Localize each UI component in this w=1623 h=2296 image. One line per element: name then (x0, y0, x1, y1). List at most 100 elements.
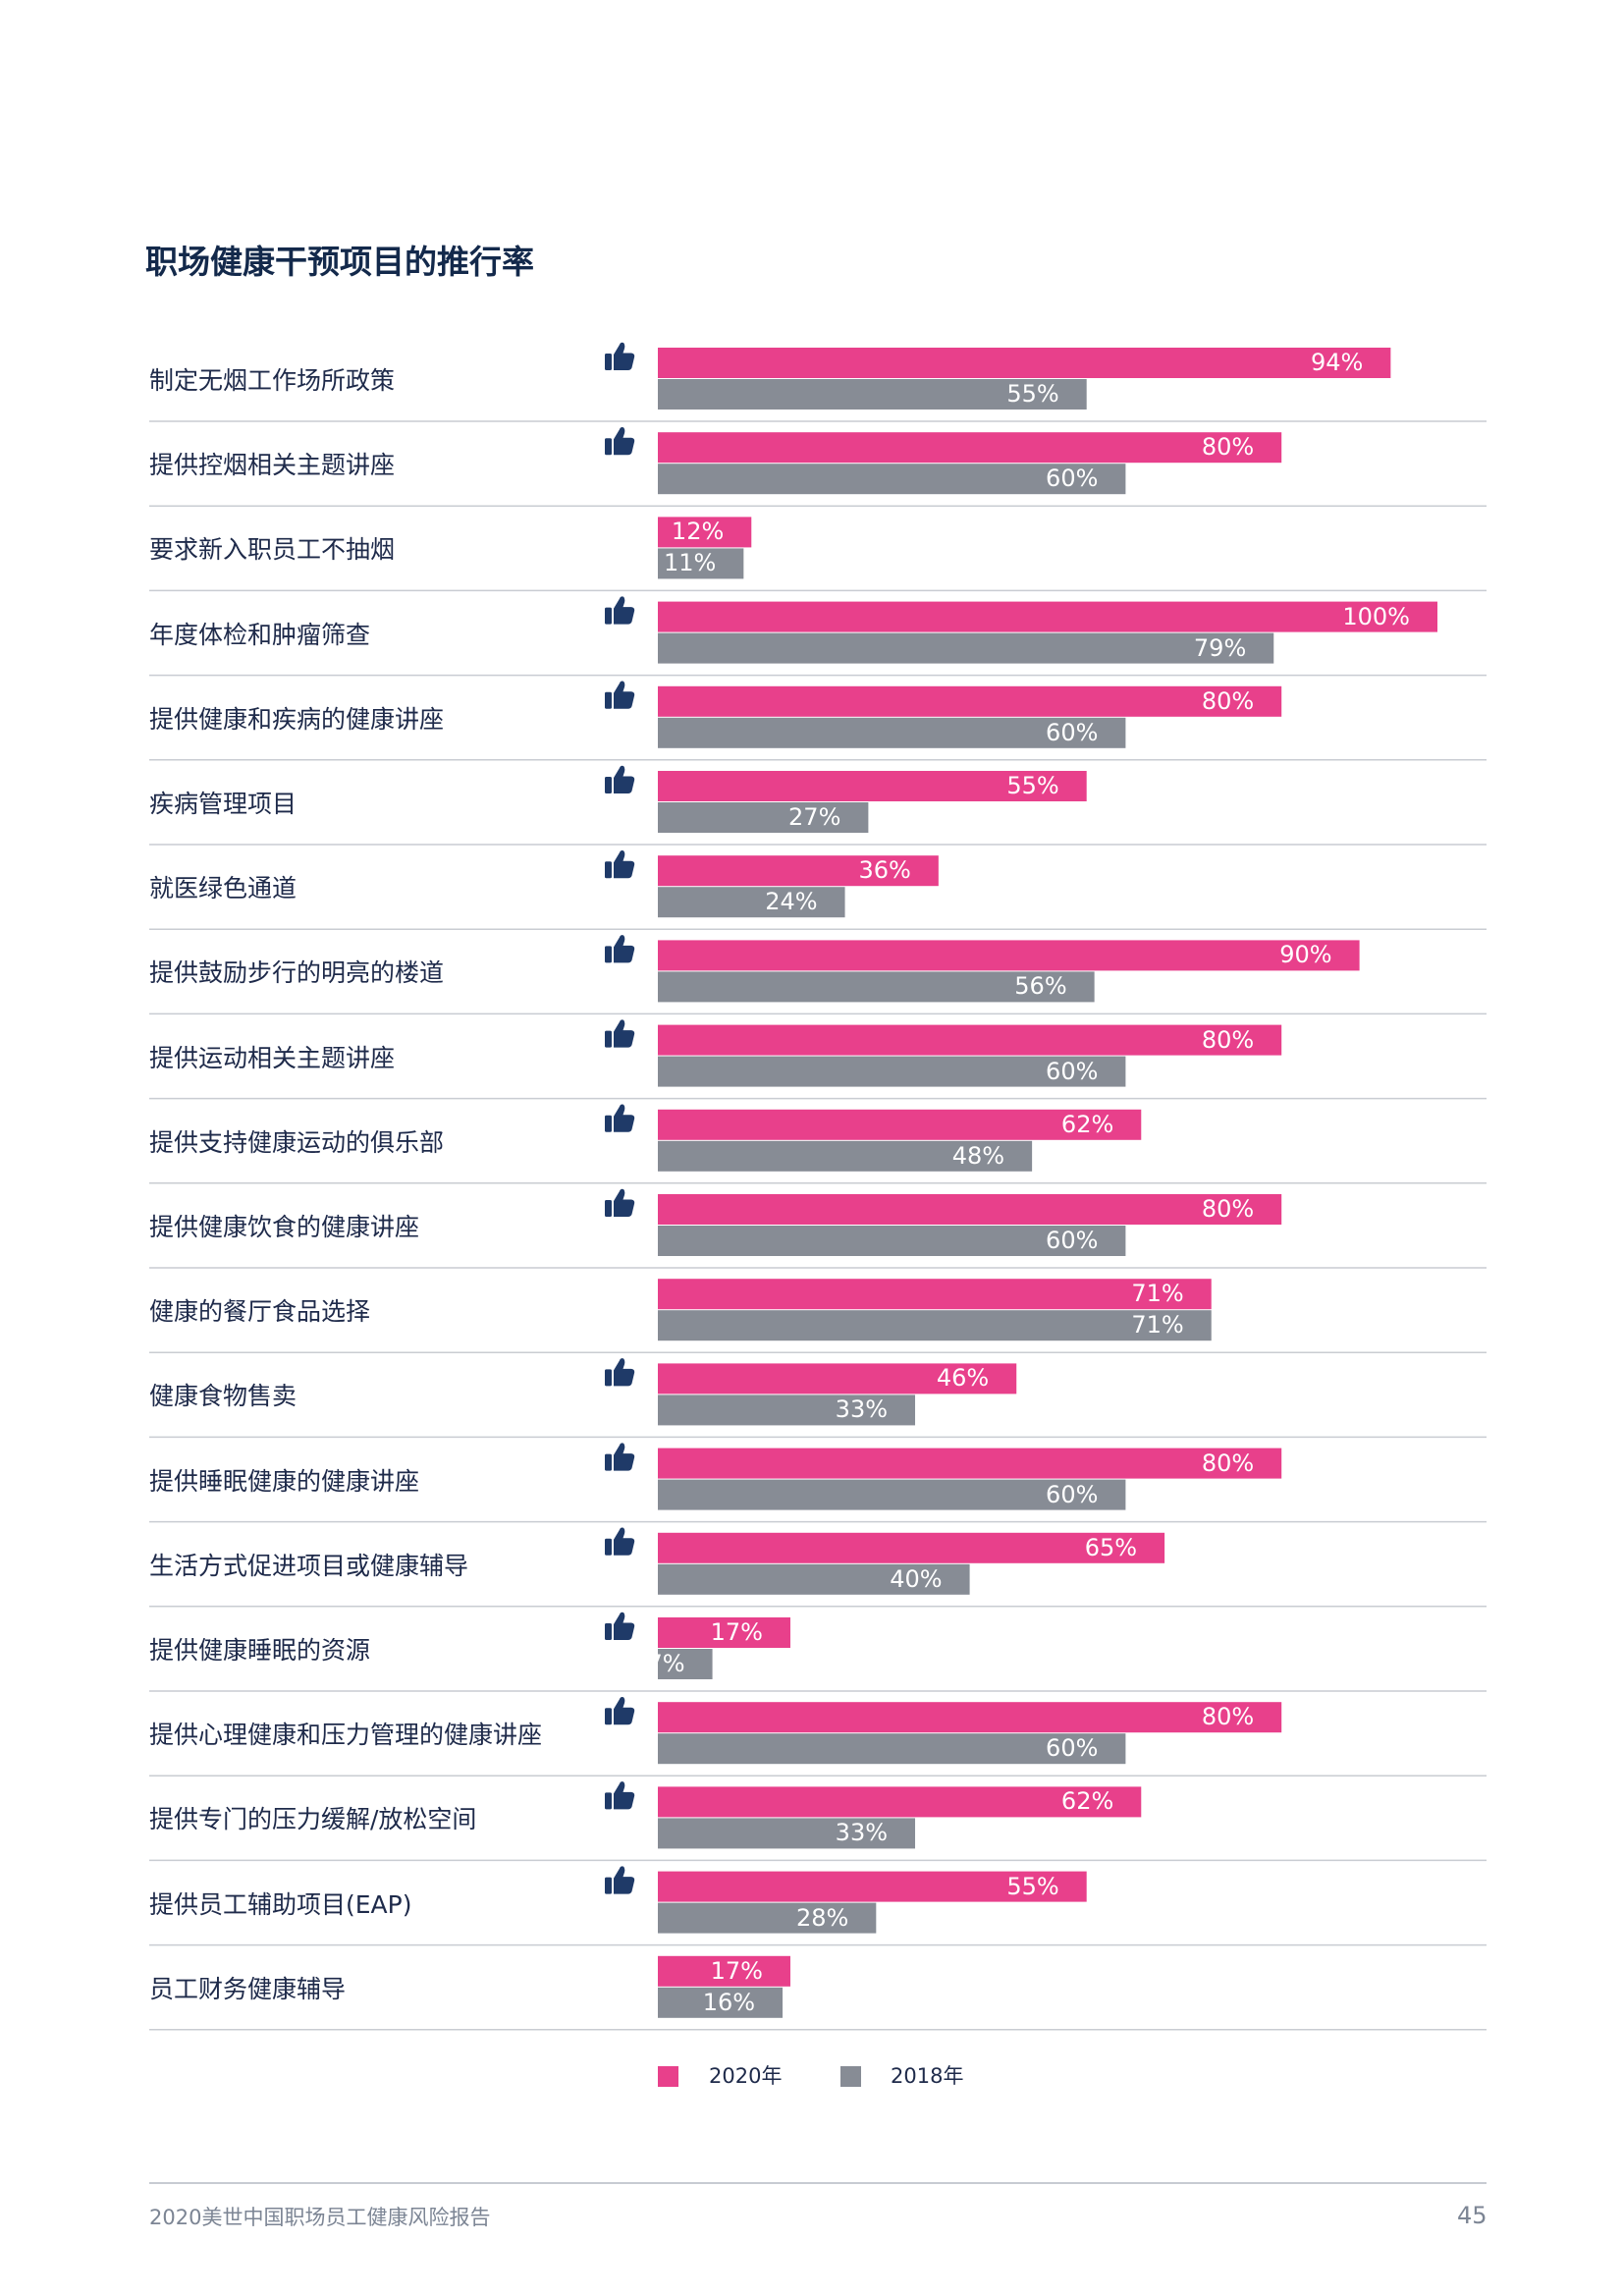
thumbs-up-icon (605, 426, 635, 456)
thumbs-up-icon (605, 1019, 635, 1048)
category-label: 提供健康饮食的健康讲座 (149, 1213, 420, 1241)
bar-2020 (658, 771, 1087, 801)
value-label-2018: 60% (1046, 718, 1099, 746)
value-label-2018: 27% (788, 803, 841, 831)
footer-divider (149, 2182, 1487, 2184)
bar-2018 (658, 971, 1095, 1003)
category-label: 提供健康和疾病的健康讲座 (149, 704, 445, 734)
chart-title: 职场健康干预项目的推行率 (145, 243, 534, 281)
category-label: 提供控烟相关主题讲座 (149, 451, 396, 480)
bar-2018 (658, 1649, 713, 1679)
bar-2018 (658, 379, 1087, 410)
value-label-2020: 80% (1201, 686, 1255, 715)
legend-swatch-2018 (840, 2066, 861, 2087)
value-label-2020: 100% (1342, 602, 1410, 630)
thumbs-up-icon (605, 1188, 635, 1217)
bar-2020 (658, 940, 1360, 971)
bar-2018 (658, 1056, 1126, 1087)
thumbs-up-icon (605, 1781, 635, 1810)
category-label: 提供运动相关主题讲座 (149, 1043, 396, 1072)
value-label-2018: 11% (663, 549, 717, 577)
bar-2020 (658, 1702, 1282, 1733)
value-label-2018: 60% (1046, 465, 1099, 493)
category-label: 提供鼓励步行的明亮的楼道 (149, 958, 445, 988)
bar-2020 (658, 1617, 790, 1648)
category-label: 年度体检和肿瘤筛查 (149, 620, 371, 649)
category-label: 健康的餐厅食品选择 (149, 1297, 371, 1327)
bar-2020 (658, 1109, 1142, 1140)
category-label: 生活方式促进项目或健康辅导 (149, 1551, 469, 1580)
thumbs-up-icon (605, 1358, 635, 1387)
category-label: 就医绿色通道 (149, 874, 298, 903)
value-label-2020: 80% (1201, 1025, 1255, 1054)
value-label-2018: 60% (1046, 1734, 1099, 1763)
page-number: 45 (1457, 2202, 1488, 2229)
value-label-2020: 17% (710, 1956, 763, 1985)
value-label-2020: 94% (1311, 349, 1364, 376)
value-label-2020: 55% (1006, 772, 1059, 799)
bar-2018 (658, 1140, 1033, 1172)
value-label-2020: 65% (1084, 1533, 1138, 1561)
value-label-2020: 71% (1131, 1280, 1184, 1308)
bar-2018 (658, 464, 1126, 495)
category-label: 疾病管理项目 (149, 790, 298, 818)
bar-2018 (658, 1818, 916, 1849)
category-label: 提供睡眠健康的健康讲座 (149, 1466, 420, 1496)
legend-label-2018: 2018年 (891, 2064, 964, 2088)
thumbs-up-icon (605, 1612, 635, 1640)
value-label-2020: 80% (1201, 1195, 1255, 1223)
bar-2018 (658, 548, 744, 579)
bar-2018 (658, 1394, 916, 1426)
value-label-2018: 24% (765, 888, 818, 916)
bar-2020 (658, 1363, 1017, 1394)
value-label-2020: 46% (936, 1364, 990, 1393)
value-label-2020: 12% (671, 518, 725, 546)
bar-2018 (658, 802, 869, 833)
bar-2020 (658, 517, 752, 548)
value-label-2018: 48% (951, 1141, 1005, 1170)
value-label-2020: 62% (1060, 1787, 1114, 1816)
value-label-2018: 60% (1046, 1057, 1099, 1085)
bar-2020 (658, 1871, 1087, 1902)
bar-2018 (658, 1733, 1126, 1765)
bar-2020 (658, 601, 1437, 632)
thumbs-up-icon (605, 342, 635, 370)
bar-2018 (658, 1902, 877, 1934)
category-label: 制定无烟工作场所政策 (149, 366, 396, 395)
legend-label-2020: 2020年 (709, 2064, 783, 2088)
thumbs-up-icon (605, 765, 635, 793)
value-label-2018: 56% (1014, 972, 1067, 1001)
bar-2020 (658, 1024, 1282, 1056)
thumbs-up-icon (605, 849, 635, 879)
thumbs-up-icon (605, 1866, 635, 1894)
category-label: 提供健康睡眠的资源 (149, 1636, 371, 1665)
category-label: 提供支持健康运动的俱乐部 (149, 1127, 445, 1157)
footer-report-title: 2020美世中国职场员工健康风险报告 (149, 2206, 491, 2229)
thumbs-up-icon (605, 681, 635, 709)
bar-2018 (658, 1479, 1126, 1510)
bar-2020 (658, 855, 939, 887)
value-label-2018: 79% (1193, 633, 1247, 662)
bar-2018 (658, 717, 1126, 748)
bar-2020 (658, 348, 1391, 378)
value-label-2018: 71% (1131, 1311, 1184, 1339)
value-label-2020: 55% (1006, 1872, 1059, 1900)
value-label-2020: 80% (1201, 433, 1255, 462)
value-label-2020: 62% (1060, 1110, 1114, 1138)
thumbs-up-icon (605, 1527, 635, 1556)
value-label-2020: 90% (1279, 941, 1332, 969)
category-label: 员工财务健康辅导 (149, 1974, 347, 2003)
thumbs-up-icon (605, 1443, 635, 1471)
bar-2018 (658, 632, 1274, 664)
bar-2018 (658, 1563, 970, 1595)
value-label-2020: 80% (1201, 1703, 1255, 1731)
category-label: 健康食物售卖 (149, 1382, 298, 1411)
bar-2020 (658, 685, 1282, 717)
value-label-2020: 80% (1201, 1449, 1255, 1477)
value-label-2018: 60% (1046, 1480, 1099, 1508)
bar-2020 (658, 1279, 1212, 1310)
value-label-2018: 60% (1046, 1227, 1099, 1254)
value-label-2018: 55% (1006, 380, 1059, 408)
bar-2018 (658, 1226, 1126, 1256)
